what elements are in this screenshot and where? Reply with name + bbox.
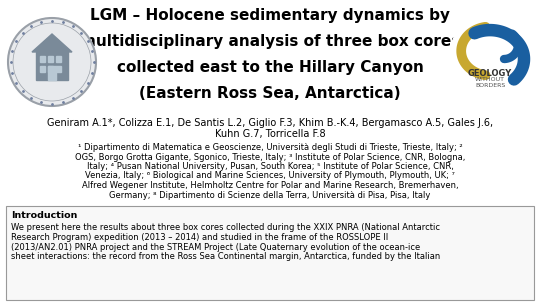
Bar [40, 56, 45, 62]
Bar [36, 52, 68, 80]
Circle shape [450, 15, 530, 95]
Polygon shape [32, 34, 72, 52]
Text: multidisciplinary analysis of three box cores: multidisciplinary analysis of three box … [80, 34, 460, 49]
Text: (2013/AN2.01) PNRA project and the STREAM Project (Late Quaternary evolution of : (2013/AN2.01) PNRA project and the STREA… [11, 243, 420, 251]
Bar [56, 56, 61, 62]
Bar [40, 66, 45, 72]
Bar [48, 66, 56, 80]
Text: Introduction: Introduction [11, 211, 77, 220]
Text: OGS, Borgo Grotta Gigante, Sgonico, Trieste, Italy; ³ Institute of Polar Science: OGS, Borgo Grotta Gigante, Sgonico, Trie… [75, 152, 465, 161]
Text: Germany; ⁸ Dipartimento di Scienze della Terra, Università di Pisa, Pisa, Italy: Germany; ⁸ Dipartimento di Scienze della… [109, 191, 431, 199]
Bar [56, 66, 61, 72]
Bar [48, 56, 53, 62]
FancyBboxPatch shape [6, 206, 534, 300]
Text: Geniram A.1*, Colizza E.1, De Santis L.2, Giglio F.3, Khim B.-K.4, Bergamasco A.: Geniram A.1*, Colizza E.1, De Santis L.2… [47, 118, 493, 128]
Text: BORDERS: BORDERS [475, 83, 505, 88]
Text: Italy; ⁴ Pusan National University, Pusan, South Korea; ⁵ Institute of Polar Sci: Italy; ⁴ Pusan National University, Pusa… [86, 162, 454, 171]
Text: collected east to the Hillary Canyon: collected east to the Hillary Canyon [117, 60, 423, 75]
Text: Kuhn G.7, Torricella F.8: Kuhn G.7, Torricella F.8 [215, 129, 325, 139]
Text: Alfred Wegener Institute, Helmholtz Centre for Polar and Marine Research, Bremer: Alfred Wegener Institute, Helmholtz Cent… [82, 181, 458, 190]
Bar [48, 66, 53, 72]
Text: WITHOUT: WITHOUT [475, 77, 505, 82]
Text: sheet interactions: the record from the Ross Sea Continental margin, Antarctica,: sheet interactions: the record from the … [11, 252, 440, 261]
Text: LGM – Holocene sedimentary dynamics by: LGM – Holocene sedimentary dynamics by [90, 8, 450, 23]
Text: Research Program) expedition (2013 – 2014) and studied in the frame of the ROSSL: Research Program) expedition (2013 – 201… [11, 233, 388, 242]
Text: ¹ Dipartimento di Matematica e Geoscienze, Università degli Studi di Trieste, Tr: ¹ Dipartimento di Matematica e Geoscienz… [78, 143, 462, 152]
Text: GEOLOGY: GEOLOGY [468, 69, 512, 78]
Text: (Eastern Ross Sea, Antarctica): (Eastern Ross Sea, Antarctica) [139, 86, 401, 101]
Circle shape [8, 18, 96, 106]
Text: We present here the results about three box cores collected during the XXIX PNRA: We present here the results about three … [11, 223, 440, 232]
Text: Venezia, Italy; ⁶ Biological and Marine Sciences, University of Plymouth, Plymou: Venezia, Italy; ⁶ Biological and Marine … [85, 171, 455, 181]
